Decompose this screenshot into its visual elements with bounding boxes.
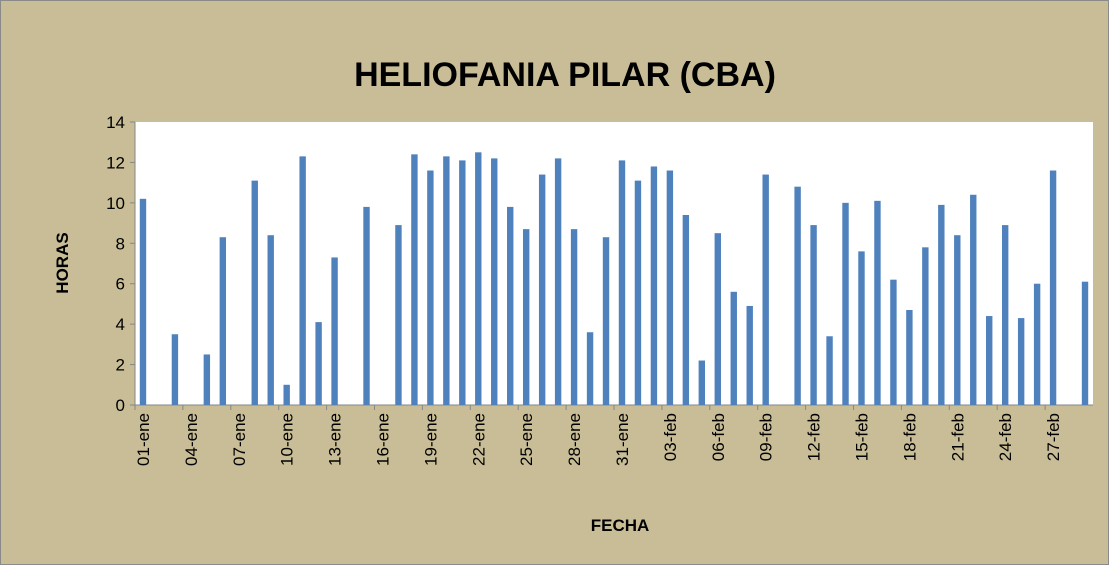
x-tick-label: 13-ene xyxy=(326,413,345,466)
bar xyxy=(459,160,466,405)
bar xyxy=(1049,170,1057,405)
y-tick-label: 6 xyxy=(116,275,125,294)
x-tick-label: 24-feb xyxy=(996,413,1015,461)
x-tick-label: 10-ene xyxy=(278,413,297,466)
bar xyxy=(139,198,147,405)
bar xyxy=(1001,225,1009,405)
bar xyxy=(219,237,227,405)
bar xyxy=(890,279,897,405)
bar xyxy=(762,174,769,405)
y-tick-label: 8 xyxy=(116,234,125,253)
bar xyxy=(602,237,610,405)
y-tick-label: 12 xyxy=(106,153,125,172)
bar xyxy=(650,166,658,405)
bar xyxy=(554,158,562,405)
bar xyxy=(315,322,322,405)
bar xyxy=(938,204,945,405)
x-axis-label: FECHA xyxy=(591,516,650,535)
bar xyxy=(507,206,514,405)
bar xyxy=(203,354,211,405)
bar xyxy=(842,202,849,405)
bar xyxy=(746,305,753,405)
bar xyxy=(1081,281,1089,405)
bar xyxy=(331,257,338,405)
x-tick-label: 12-feb xyxy=(805,413,824,461)
x-tick-label: 01-ene xyxy=(134,413,153,466)
bar xyxy=(251,180,258,405)
x-tick-label: 09-feb xyxy=(757,413,776,461)
y-tick-label: 2 xyxy=(116,356,125,375)
x-tick-label: 03-feb xyxy=(661,413,680,461)
bar xyxy=(1017,318,1025,405)
x-tick-label: 06-feb xyxy=(709,413,728,461)
bar xyxy=(283,384,290,405)
bar xyxy=(714,233,721,405)
bar xyxy=(970,194,977,405)
bar xyxy=(427,170,434,405)
bar xyxy=(666,170,674,405)
x-tick-label: 25-ene xyxy=(517,413,536,466)
x-tick-label: 22-ene xyxy=(469,413,488,466)
bar xyxy=(411,154,418,405)
bar xyxy=(491,158,498,405)
bar xyxy=(171,334,179,405)
x-tick-label: 18-feb xyxy=(900,413,919,461)
bar xyxy=(538,174,546,405)
bar xyxy=(570,229,578,405)
x-tick-label: 31-ene xyxy=(613,413,632,466)
bar xyxy=(443,156,450,405)
bar xyxy=(874,200,881,405)
bar xyxy=(906,309,913,405)
bar xyxy=(267,235,274,405)
y-tick-label: 0 xyxy=(116,396,125,415)
plot-area xyxy=(135,122,1093,405)
x-tick-label: 19-ene xyxy=(421,413,440,466)
y-tick-label: 14 xyxy=(106,113,125,132)
x-tick-label: 16-ene xyxy=(373,413,392,466)
x-tick-label: 21-feb xyxy=(948,413,967,461)
bar xyxy=(858,251,865,405)
bar xyxy=(794,186,801,405)
bar xyxy=(299,156,306,405)
bar xyxy=(522,229,530,405)
bar xyxy=(363,206,370,405)
bar xyxy=(586,332,594,405)
bar xyxy=(922,247,929,405)
bar xyxy=(698,360,706,405)
chart-title: HELIOFANIA PILAR (CBA) xyxy=(354,56,776,94)
y-tick-label: 10 xyxy=(106,194,125,213)
x-tick-label: 27-feb xyxy=(1044,413,1063,461)
y-tick-label: 4 xyxy=(116,315,125,334)
bar xyxy=(986,316,993,405)
y-axis-label: HORAS xyxy=(53,232,72,293)
bar xyxy=(1033,283,1041,405)
bar xyxy=(682,214,690,405)
bar xyxy=(395,225,402,405)
bar xyxy=(618,160,626,405)
bar xyxy=(634,180,642,405)
x-tick-label: 28-ene xyxy=(565,413,584,466)
bar xyxy=(810,225,817,405)
bar xyxy=(954,235,961,405)
x-tick-label: 04-ene xyxy=(182,413,201,466)
bar xyxy=(826,336,833,405)
x-tick-label: 07-ene xyxy=(230,413,249,466)
x-tick-label: 15-feb xyxy=(852,413,871,461)
bar xyxy=(730,291,737,405)
bar xyxy=(475,152,482,405)
